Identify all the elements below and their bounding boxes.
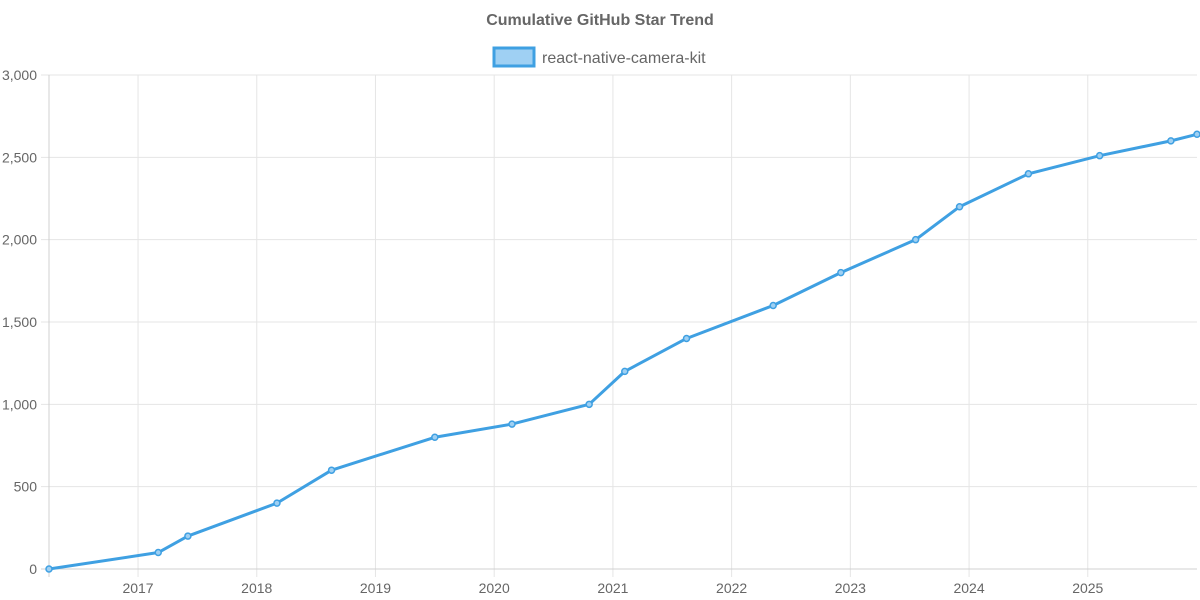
chart-title: Cumulative GitHub Star Trend (486, 12, 714, 29)
y-tick-label: 2,000 (2, 232, 37, 248)
data-point[interactable] (1095, 151, 1104, 160)
x-gridlines (137, 75, 1089, 577)
data-point[interactable] (1193, 130, 1200, 139)
data-point[interactable] (431, 433, 439, 442)
data-point[interactable] (769, 301, 777, 310)
data-point[interactable] (682, 334, 691, 343)
y-tick-label: 500 (14, 479, 38, 495)
x-tick-label: 2024 (953, 580, 984, 596)
x-tick-label: 2023 (835, 580, 866, 596)
data-point[interactable] (184, 532, 192, 540)
data-point[interactable] (621, 367, 629, 376)
series-line (47, 132, 1199, 571)
series-group (45, 130, 1200, 573)
legend[interactable]: react-native-camera-kit (492, 46, 706, 68)
y-tick-label: 1,500 (2, 314, 37, 330)
y-tick-label: 3,000 (2, 67, 37, 83)
x-tick-label: 2019 (360, 580, 391, 596)
x-tick-label: 2021 (597, 580, 628, 596)
data-point[interactable] (273, 499, 281, 507)
data-point[interactable] (45, 565, 53, 573)
legend-label: react-native-camera-kit (542, 50, 706, 67)
data-point[interactable] (1024, 170, 1033, 178)
axes (41, 75, 1197, 577)
x-tick-label: 2022 (716, 580, 747, 596)
x-tick-label: 2020 (479, 580, 510, 596)
y-tick-label: 0 (29, 561, 37, 577)
x-tick-label: 2017 (122, 580, 153, 596)
x-axis-tick-labels: 2017 2018 2019 2020 2021 2022 2023 2024 2025 (122, 580, 1103, 596)
data-point[interactable] (911, 235, 920, 244)
data-point[interactable] (508, 420, 516, 428)
y-axis-tick-labels: 0 500 1,000 1,500 2,000 2,500 3,000 (2, 67, 37, 577)
data-point[interactable] (1167, 137, 1175, 145)
data-point[interactable] (327, 466, 336, 474)
data-point[interactable] (585, 400, 593, 409)
data-point[interactable] (154, 548, 162, 557)
x-tick-label: 2018 (241, 580, 272, 596)
y-tick-label: 1,000 (2, 396, 37, 412)
data-point[interactable] (837, 268, 845, 277)
y-gridlines (41, 74, 1197, 570)
x-tick-label: 2025 (1072, 580, 1103, 596)
y-tick-label: 2,500 (2, 149, 37, 165)
data-point[interactable] (955, 202, 964, 211)
legend-swatch (492, 46, 536, 68)
